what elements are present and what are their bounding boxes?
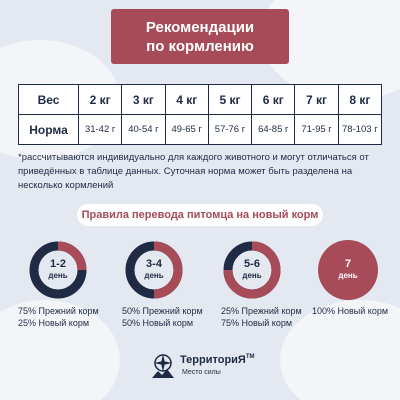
compass-icon	[152, 354, 174, 378]
weight-label: Вес	[18, 84, 79, 115]
step-day-word: день	[338, 271, 358, 280]
step-caption: 25% Прежний корм 75% Новый корм	[221, 305, 302, 329]
norm-label: Норма	[18, 114, 79, 145]
rules-title: Правила перевода питомца на новый корм	[77, 204, 323, 226]
norm-cell: 78-103 г	[337, 114, 383, 145]
progress-ring	[29, 241, 87, 299]
step-days: 3-4	[146, 258, 162, 270]
step-caption: 100% Новый корм	[312, 305, 388, 317]
new-food-arc	[153, 241, 183, 299]
norm-cell: 49-65 г	[164, 114, 209, 145]
norm-cell: 71-95 г	[294, 114, 339, 145]
progress-ring	[125, 241, 183, 299]
caption-line: 25% Прежний корм	[221, 306, 302, 316]
weight-cell: 3 кг	[121, 84, 166, 115]
transition-step-2: 3-4 день	[124, 240, 184, 300]
weight-cell: 2 кг	[77, 84, 123, 115]
brand-slogan: Место силы	[182, 369, 221, 376]
norm-cell: 64-85 г	[251, 114, 296, 145]
weight-cell: 7 кг	[294, 84, 339, 115]
caption-line: 100% Новый корм	[312, 306, 389, 316]
norm-cell: 31-42 г	[77, 114, 123, 145]
step-caption: 75% Прежний корм 25% Новый корм	[18, 305, 99, 329]
title-banner: Рекомендации по кормлению	[111, 9, 289, 64]
brand-logo: ТерриториЯTM Место силы	[150, 352, 260, 382]
weight-cell: 6 кг	[251, 84, 296, 115]
page-title-line2: по кормлению	[146, 37, 254, 55]
weight-row: Вес 2 кг 3 кг 4 кг 5 кг 6 кг 7 кг 8 кг	[18, 84, 383, 115]
weight-cell: 5 кг	[207, 84, 253, 115]
new-food-arc	[223, 241, 281, 299]
step-days: 7	[344, 258, 352, 270]
step-day-word: день	[48, 271, 68, 280]
step-caption: 50% Прежний корм 50% Новый корм	[122, 305, 203, 329]
weight-cell: 8 кг	[337, 84, 383, 115]
norm-cell: 57-76 г	[207, 114, 253, 145]
step-day-word: день	[144, 271, 164, 280]
step-days: 1-2	[50, 258, 66, 270]
transition-step-3: 5-6 день	[222, 240, 282, 300]
brand-name: ТерриториЯ	[180, 354, 246, 366]
transition-step-1: 1-2 день	[28, 240, 88, 300]
progress-ring	[318, 240, 378, 300]
transition-step-4: 7 день	[318, 240, 378, 300]
caption-line: 25% Новый корм	[18, 318, 90, 328]
caption-line: 50% Прежний корм	[122, 306, 203, 316]
page-title-line1: Рекомендации	[145, 18, 255, 36]
trademark: TM	[245, 354, 255, 360]
caption-line: 50% Новый корм	[122, 318, 194, 328]
step-day-word: день	[242, 271, 262, 280]
footnote: *рассчитываются индивидуально для каждог…	[18, 152, 369, 191]
weight-cell: 4 кг	[164, 84, 209, 115]
caption-line: 75% Прежний корм	[18, 306, 99, 316]
new-food-arc	[57, 241, 87, 271]
norm-row: Норма 31-42 г 40-54 г 49-65 г 57-76 г 64…	[18, 114, 383, 145]
progress-ring	[223, 241, 281, 299]
norm-cell: 40-54 г	[121, 114, 166, 145]
feeding-table: Вес 2 кг 3 кг 4 кг 5 кг 6 кг 7 кг 8 кг Н…	[18, 84, 383, 145]
step-days: 5-6	[244, 258, 260, 270]
caption-line: 75% Новый корм	[221, 318, 293, 328]
